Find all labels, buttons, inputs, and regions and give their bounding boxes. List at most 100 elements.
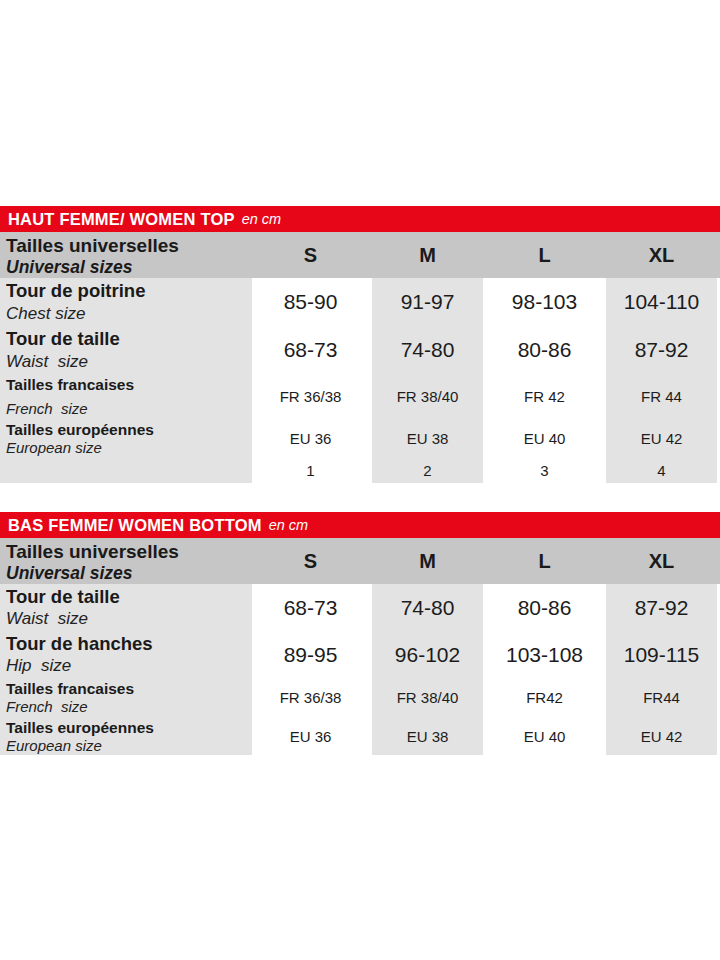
- value-cell: FR42: [486, 678, 603, 717]
- value-text: 80-86: [518, 338, 572, 362]
- value-cell: FR 36/38: [252, 374, 369, 419]
- size-col-header-m: M: [369, 232, 486, 278]
- row-label-en: European size: [6, 439, 248, 456]
- value-text: 68-73: [284, 338, 338, 362]
- size-letter-l: L: [538, 550, 550, 573]
- universal-sizes-label-en: Universal sizes: [6, 563, 248, 584]
- value-text: 98-103: [512, 290, 577, 314]
- value-cell: 80-86: [486, 584, 603, 631]
- women-bottom-header-row: Tailles universelles Universal sizes S M…: [0, 538, 720, 584]
- value-text: 1: [306, 462, 314, 479]
- size-col-header-s: S: [252, 232, 369, 278]
- value-text: 104-110: [624, 290, 700, 314]
- value-cell: 1: [252, 457, 369, 483]
- size-letter-xl: XL: [649, 244, 675, 267]
- value-cell: EU 36: [252, 419, 369, 457]
- women-bottom-title: BAS FEMME/ WOMEN BOTTOM: [8, 516, 262, 535]
- row-label-fr: Tour de hanches: [6, 633, 248, 655]
- row-french-size: Tailles francaises French size FR 36/38 …: [0, 678, 720, 717]
- row-label-fr: Tour de taille: [6, 328, 248, 350]
- row-label-en: Hip size: [6, 656, 248, 676]
- row-label-fr: Tailles francaises: [6, 376, 248, 394]
- value-cell: FR 42: [486, 374, 603, 419]
- universal-sizes-label-fr: Tailles universelles: [6, 541, 248, 563]
- value-text: 2: [423, 462, 431, 479]
- universal-sizes-header: Tailles universelles Universal sizes: [0, 232, 252, 278]
- size-col-header-m: M: [369, 538, 486, 584]
- size-chart-page: HAUT FEMME/ WOMEN TOP en cm Tailles univ…: [0, 0, 720, 960]
- size-col-header-xl: XL: [603, 538, 720, 584]
- row-label-fr: Tailles francaises: [6, 680, 248, 698]
- value-text: FR 36/38: [280, 689, 342, 706]
- value-cell: 89-95: [252, 631, 369, 678]
- value-text: 103-108: [506, 643, 583, 667]
- value-cell: 68-73: [252, 326, 369, 374]
- row-european-size: Tailles européennes European size EU 36 …: [0, 419, 720, 457]
- women-bottom-title-unit: en cm: [269, 517, 309, 533]
- value-text: 96-102: [395, 643, 460, 667]
- row-label-en: Chest size: [6, 304, 248, 324]
- value-cell: 104-110: [603, 278, 720, 326]
- value-cell: 103-108: [486, 631, 603, 678]
- value-text: FR44: [643, 689, 680, 706]
- value-text: 68-73: [284, 596, 338, 620]
- value-cell: 3: [486, 457, 603, 483]
- value-text: FR 36/38: [280, 388, 342, 405]
- row-label-fr: Tour de taille: [6, 586, 248, 608]
- row-label-cell: Tailles francaises French size: [0, 678, 252, 717]
- value-text: FR 44: [641, 388, 682, 405]
- value-text: 87-92: [635, 596, 689, 620]
- value-cell: 80-86: [486, 326, 603, 374]
- size-letter-m: M: [419, 244, 436, 267]
- value-text: 74-80: [401, 338, 455, 362]
- row-label-cell: Tour de taille Waist size: [0, 584, 252, 631]
- value-cell: 2: [369, 457, 486, 483]
- row-label-cell: Tailles francaises French size: [0, 374, 252, 419]
- value-text: FR 38/40: [397, 689, 459, 706]
- row-waist-size: Tour de taille Waist size 68-73 74-80 80…: [0, 326, 720, 374]
- row-label-en: French size: [6, 698, 248, 715]
- universal-sizes-header: Tailles universelles Universal sizes: [0, 538, 252, 584]
- value-text: EU 38: [407, 430, 449, 447]
- row-french-size: Tailles francaises French size FR 36/38 …: [0, 374, 720, 419]
- value-cell: FR 36/38: [252, 678, 369, 717]
- row-label-cell: Tour de hanches Hip size: [0, 631, 252, 678]
- value-text: FR 38/40: [397, 388, 459, 405]
- women-top-title-bar: HAUT FEMME/ WOMEN TOP en cm: [0, 206, 720, 232]
- value-text: EU 42: [641, 430, 683, 447]
- row-label-fr: Tailles européennes: [6, 719, 248, 737]
- value-cell: FR 44: [603, 374, 720, 419]
- row-waist-size: Tour de taille Waist size 68-73 74-80 80…: [0, 584, 720, 631]
- women-bottom-title-bar: BAS FEMME/ WOMEN BOTTOM en cm: [0, 512, 720, 538]
- value-cell: EU 42: [603, 419, 720, 457]
- value-cell: 74-80: [369, 326, 486, 374]
- value-cell: FR 38/40: [369, 678, 486, 717]
- value-cell: 87-92: [603, 584, 720, 631]
- row-chest-size: Tour de poitrine Chest size 85-90 91-97 …: [0, 278, 720, 326]
- value-cell: 68-73: [252, 584, 369, 631]
- row-label-fr: Tour de poitrine: [6, 280, 248, 302]
- value-text: EU 38: [407, 728, 449, 745]
- value-text: 85-90: [284, 290, 338, 314]
- value-text: 3: [540, 462, 548, 479]
- value-cell: 98-103: [486, 278, 603, 326]
- value-text: 74-80: [401, 596, 455, 620]
- value-text: EU 36: [290, 728, 332, 745]
- value-cell: 109-115: [603, 631, 720, 678]
- value-text: EU 40: [524, 430, 566, 447]
- value-text: EU 40: [524, 728, 566, 745]
- value-cell: 87-92: [603, 326, 720, 374]
- value-text: 89-95: [284, 643, 338, 667]
- value-text: 80-86: [518, 596, 572, 620]
- row-size-numbers: 1 2 3 4: [0, 457, 720, 483]
- value-text: 109-115: [624, 643, 700, 667]
- size-col-header-l: L: [486, 232, 603, 278]
- size-letter-m: M: [419, 550, 436, 573]
- value-text: 91-97: [401, 290, 455, 314]
- women-top-title: HAUT FEMME/ WOMEN TOP: [8, 210, 235, 229]
- row-label-cell: Tailles européennes European size: [0, 419, 252, 457]
- value-cell: EU 42: [603, 717, 720, 755]
- size-letter-s: S: [304, 550, 317, 573]
- row-label-en: French size: [6, 400, 248, 417]
- value-cell: EU 40: [486, 717, 603, 755]
